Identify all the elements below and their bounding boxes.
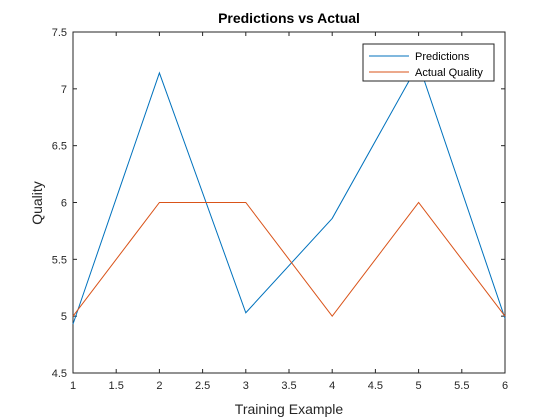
legend-box [362,43,495,82]
x-tick-label: 1.5 [109,380,124,392]
x-tick-label: 5 [416,380,422,392]
series-layer [72,62,506,325]
y-tick-label: 7.5 [52,27,67,39]
legend: Predictions Actual Quality [362,43,495,82]
y-tick-label: 5.5 [52,254,67,266]
legend-label-actual-quality: Actual Quality [415,67,483,79]
x-tick-label: 3.5 [281,380,296,392]
y-axis-ticks: 4.5 5 5.5 6 6.5 7 7.5 [52,27,505,380]
x-axis-label: Training Example [235,401,344,417]
y-tick-label: 6.5 [52,141,67,153]
y-tick-label: 5 [61,311,67,323]
y-tick-label: 7 [61,84,67,96]
x-tick-label: 4 [329,380,335,392]
x-tick-label: 4.5 [368,380,383,392]
y-tick-label: 4.5 [52,368,67,380]
chart-title: Predictions vs Actual [218,10,360,26]
x-tick-label: 5.5 [454,380,469,392]
x-tick-label: 6 [502,380,508,392]
series-line-predictions [72,62,506,325]
axes-frame [72,31,506,374]
x-tick-label: 1 [70,380,76,392]
x-tick-label: 2 [156,380,162,392]
y-tick-label: 6 [61,198,67,210]
x-axis-ticks: 1 1.5 2 2.5 3 3.5 4 4.5 5 5.5 6 [70,32,508,392]
y-axis-label: Quality [29,181,45,225]
x-tick-label: 2.5 [195,380,210,392]
series-line-actual-quality [72,201,506,317]
legend-label-predictions: Predictions [415,51,470,63]
plot-area [72,31,506,374]
x-tick-label: 3 [243,380,249,392]
